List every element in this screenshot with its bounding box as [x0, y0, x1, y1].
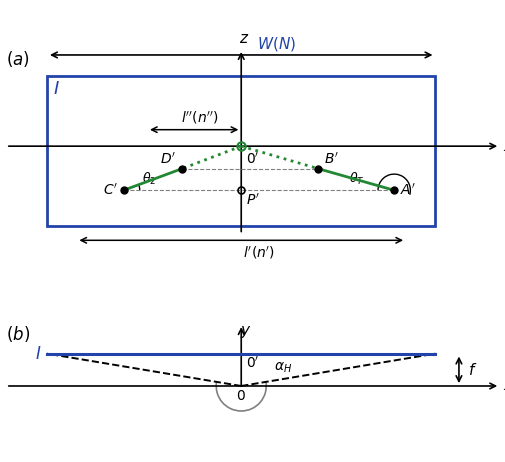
- Bar: [47, 76, 434, 225]
- Text: $P'$: $P'$: [245, 193, 259, 208]
- Text: $B'$: $B'$: [323, 152, 338, 167]
- Text: $l'(n')$: $l'(n')$: [242, 244, 274, 261]
- Text: $\theta_T$: $\theta_T$: [348, 170, 364, 187]
- Text: $(a)$: $(a)$: [6, 49, 30, 69]
- Text: $A'$: $A'$: [399, 182, 415, 198]
- Text: $W(N)$: $W(N)$: [257, 35, 295, 53]
- Text: $0'$: $0'$: [245, 152, 259, 167]
- Text: $(b)$: $(b)$: [6, 324, 30, 344]
- Text: $I$: $I$: [35, 345, 41, 363]
- Text: $z$: $z$: [238, 31, 249, 46]
- Text: $0'$: $0'$: [245, 355, 259, 371]
- Text: $x$: $x$: [502, 378, 505, 394]
- Text: $\alpha_H$: $\alpha_H$: [273, 361, 291, 376]
- Text: $0$: $0$: [236, 389, 245, 403]
- Text: $x$: $x$: [502, 139, 505, 154]
- Text: $l''(n'')$: $l''(n'')$: [181, 110, 218, 126]
- Text: $y$: $y$: [240, 324, 251, 340]
- Text: $C'$: $C'$: [103, 182, 118, 198]
- Text: $D'$: $D'$: [160, 152, 176, 167]
- Text: $\theta_2$: $\theta_2$: [142, 170, 157, 187]
- Text: $f$: $f$: [467, 362, 476, 378]
- Text: $I$: $I$: [53, 80, 60, 98]
